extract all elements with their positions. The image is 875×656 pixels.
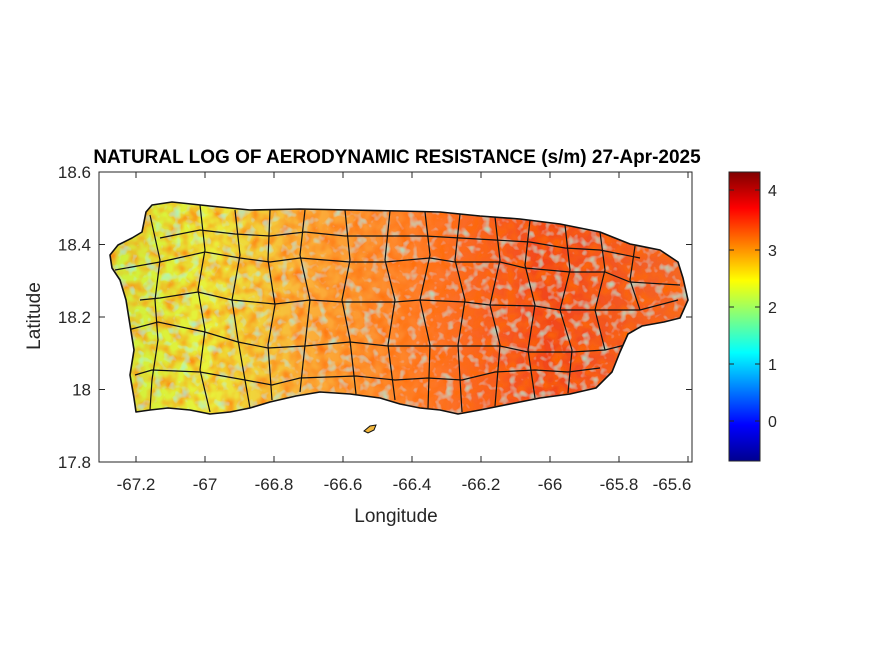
x-axis: -67.2 -67 -66.8 -66.6 -66.4 -66.2 -66 -6…	[117, 172, 692, 494]
y-tick-label: 17.8	[58, 453, 91, 472]
y-tick-label: 18.2	[58, 308, 91, 327]
chart-title: NATURAL LOG OF AERODYNAMIC RESISTANCE (s…	[93, 147, 701, 168]
y-tick-label: 18.6	[58, 163, 91, 182]
colorbar-bar	[728, 171, 761, 462]
y-tick-label: 18	[72, 381, 91, 400]
municipality-boundaries	[114, 204, 681, 413]
y-axis-label: Latitude	[24, 282, 45, 350]
y-axis: 18.6 18.4 18.2 18 17.8	[58, 163, 692, 472]
x-tick-label: -67.2	[117, 475, 156, 494]
x-tick-label: -66.2	[462, 475, 501, 494]
x-tick-label: -67	[193, 475, 218, 494]
offshore-island	[363, 424, 377, 434]
colorbar-tick-label: 0	[768, 414, 777, 431]
colorbar-tick-label: 4	[768, 183, 777, 200]
x-tick-label: -65.8	[600, 475, 639, 494]
colorbar-tick-label: 3	[768, 243, 777, 260]
colorbar-tick-label: 1	[768, 357, 777, 374]
x-tick-label: -66.8	[255, 475, 294, 494]
island-outline	[109, 201, 689, 415]
colorbar-tick-label: 2	[768, 300, 777, 317]
x-tick-label: -66	[538, 475, 563, 494]
island-field	[110, 202, 688, 414]
x-tick-label: -65.6	[653, 475, 692, 494]
colorbar: 4 3 2 1 0	[728, 171, 777, 462]
y-tick-label: 18.4	[58, 236, 91, 255]
x-axis-label: Longitude	[354, 506, 437, 527]
x-tick-label: -66.4	[393, 475, 432, 494]
x-tick-label: -66.6	[324, 475, 363, 494]
